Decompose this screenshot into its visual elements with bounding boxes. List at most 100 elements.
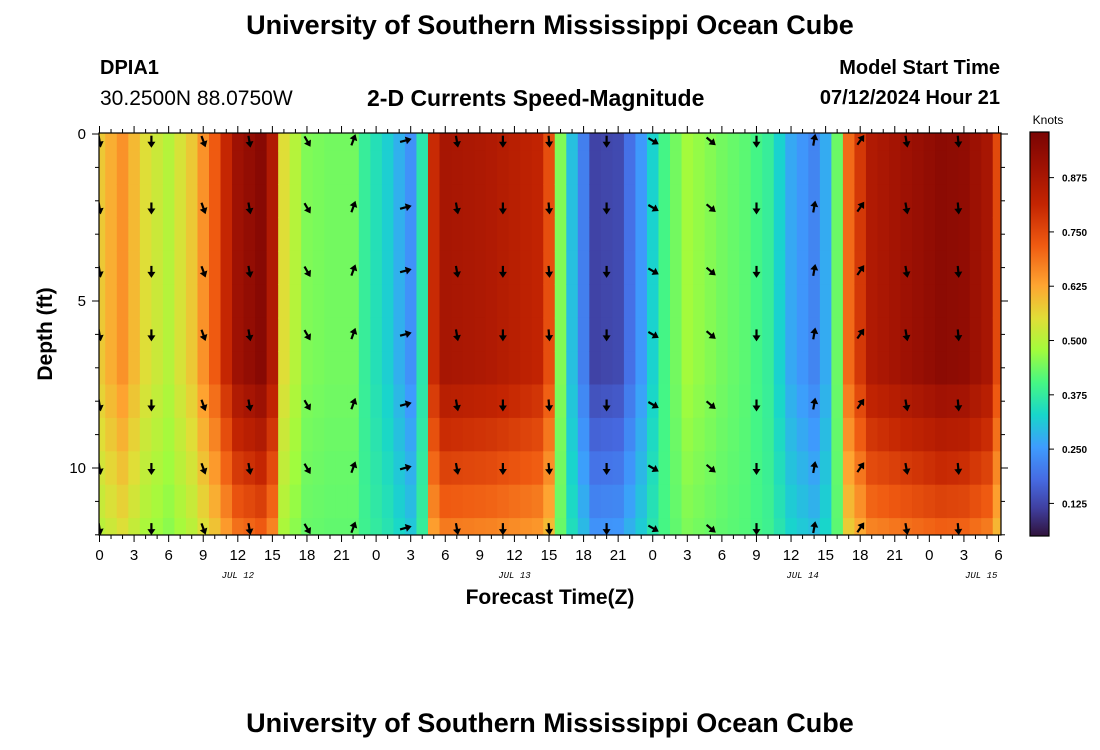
heatmap-cell (439, 150, 452, 185)
current-vector-arrow (810, 327, 819, 340)
heatmap-cell (99, 417, 106, 452)
heatmap-cell (877, 317, 890, 352)
current-vector-arrow (303, 399, 311, 411)
heatmap-cell (566, 150, 579, 185)
heatmap-cell (739, 133, 752, 152)
current-vector-arrow (399, 203, 412, 212)
heatmap-cell (485, 417, 498, 452)
heatmap-cell (531, 217, 544, 252)
heatmap-cell (1004, 133, 1016, 151)
heatmap-cell (865, 150, 879, 185)
heatmap-cell (220, 484, 233, 519)
heatmap-cell (462, 284, 475, 319)
current-vector-arrow (954, 399, 963, 412)
heatmap-cell (704, 518, 717, 535)
heatmap-cell (589, 417, 602, 452)
heatmap-cell (347, 184, 360, 219)
heatmap-cell (727, 518, 740, 535)
heatmap-cell (335, 184, 348, 219)
heatmap-cell (900, 150, 913, 185)
heatmap-cell (520, 351, 533, 386)
heatmap-cell (312, 133, 325, 152)
current-vector-arrow (954, 202, 963, 215)
heatmap-cell (381, 384, 395, 419)
heatmap-cell (289, 384, 302, 419)
heatmap-cell (819, 518, 832, 535)
heatmap-cell (162, 417, 176, 452)
heatmap-cell (842, 150, 856, 185)
heatmap-cell (1004, 218, 1016, 252)
colorbar-tick-label: 0.625 (1062, 282, 1087, 293)
heatmap-cell (716, 150, 729, 185)
heatmap-cell (589, 317, 602, 352)
heatmap-cell (151, 518, 164, 535)
heatmap-cell (531, 417, 544, 452)
heatmap-cell (404, 184, 418, 219)
heatmap-cell (889, 217, 902, 252)
heatmap-cell (508, 150, 521, 185)
heatmap-cell (289, 351, 302, 386)
heatmap-cell (946, 518, 959, 535)
heatmap-cell (923, 451, 936, 486)
heatmap-cell (635, 484, 648, 519)
heatmap-cell (404, 417, 418, 452)
heatmap-cell (727, 384, 740, 419)
heatmap-cell (255, 250, 268, 285)
heatmap-cell (935, 217, 948, 252)
heatmap-cell (358, 150, 371, 185)
heatmap-cell (312, 317, 325, 352)
y-axis: 0 5 10 (69, 126, 1008, 536)
heatmap-cell (831, 150, 844, 185)
heatmap-cell (969, 384, 982, 419)
heatmap-cell (739, 317, 752, 352)
heatmap-cell (773, 133, 786, 152)
heatmap-cell (1004, 351, 1016, 385)
heatmap-cell (197, 417, 210, 452)
heatmap-cell (739, 184, 752, 219)
heatmap-cell (900, 417, 913, 452)
heatmap-cell (670, 451, 683, 486)
heatmap-cell (623, 518, 637, 535)
heatmap-cell (404, 133, 418, 152)
heatmap-cell (658, 284, 671, 319)
heatmap-cell (1004, 418, 1016, 452)
heatmap-cell (197, 150, 210, 185)
heatmap-cell (370, 317, 383, 352)
current-vector-arrow (199, 399, 208, 412)
heatmap-cell (969, 284, 982, 319)
heatmap-cell (128, 184, 141, 219)
current-vector-arrow (453, 265, 461, 278)
heatmap-cell (174, 351, 187, 386)
heatmap-cell (312, 284, 325, 319)
heatmap-cell (312, 351, 325, 386)
heatmap-cell (393, 384, 406, 419)
heatmap-cell (842, 484, 856, 519)
heatmap-cell (796, 451, 809, 486)
heatmap-cell (427, 284, 441, 319)
heatmap-cell (831, 250, 844, 285)
current-vector-arrow (902, 329, 911, 342)
heatmap-cell (1016, 418, 1028, 452)
heatmap-cell (220, 284, 233, 319)
heatmap-cell (623, 417, 637, 452)
heatmap-cell (381, 518, 395, 535)
current-vector-arrow (902, 202, 911, 215)
heatmap-cell (658, 150, 671, 185)
heatmap-cell (831, 133, 844, 152)
heatmap-cell (831, 351, 844, 386)
heatmap-cell (1016, 218, 1028, 252)
heatmap-cell (958, 133, 971, 152)
current-vector-arrow (399, 463, 412, 472)
current-vector-arrow (303, 266, 311, 277)
heatmap-cell (762, 133, 775, 152)
heatmap-cell (255, 184, 268, 219)
heatmap-cell (474, 351, 487, 386)
heatmap-cell (831, 384, 844, 419)
plot-title: 2-D Currents Speed-Magnitude (367, 85, 705, 111)
date-label: JUL 15 (965, 571, 998, 581)
heatmap-cell (796, 351, 809, 386)
heatmap-cell (831, 317, 844, 352)
heatmap-cell (208, 417, 222, 452)
heatmap-cell (612, 284, 625, 319)
heatmap-cell (946, 451, 959, 486)
